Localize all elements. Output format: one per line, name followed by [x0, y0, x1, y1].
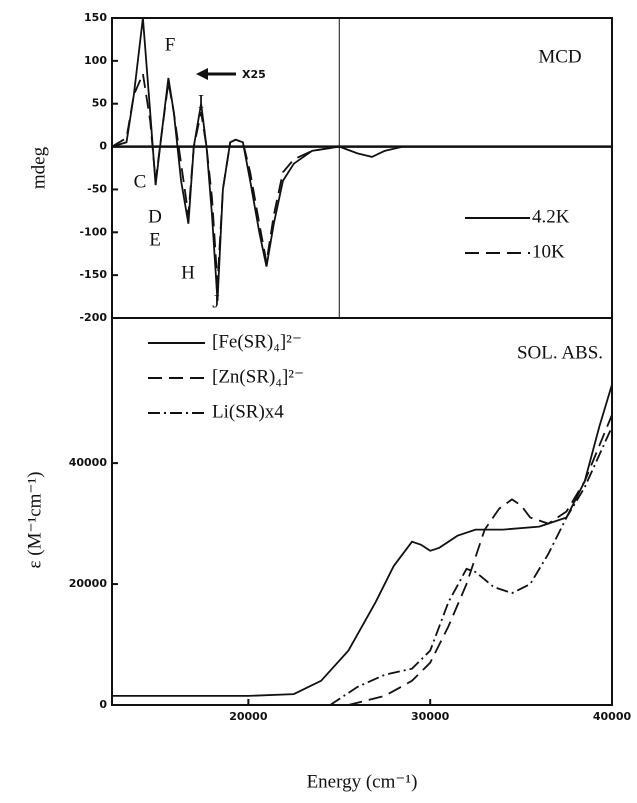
y-tick-label: 40000 — [69, 456, 108, 469]
arrow-head — [196, 68, 208, 80]
y-tick-label: 20000 — [69, 577, 108, 590]
annotation: D — [148, 206, 162, 227]
y-tick-label: -150 — [79, 268, 107, 281]
x-tick-label: 40000 — [593, 710, 632, 723]
x-axis-label: Energy (cm⁻¹) — [307, 771, 418, 792]
y-tick-label: -200 — [79, 311, 107, 324]
legend-label: [Zn(SR)₄]²⁻ — [212, 366, 304, 387]
annotation: SOL. ABS. — [517, 342, 603, 363]
y-tick-label: -100 — [79, 225, 107, 238]
y-tick-label: 0 — [99, 140, 107, 153]
series-line — [111, 70, 340, 284]
x-tick-label: 20000 — [229, 710, 268, 723]
y-tick-label: -50 — [87, 182, 107, 195]
series-line — [329, 426, 613, 706]
plot-frame — [111, 317, 613, 706]
annotation: I — [198, 91, 204, 112]
annotation: X25 — [242, 68, 266, 81]
annotation: H — [181, 262, 195, 283]
annotation: MCD — [538, 46, 581, 67]
y-tick-label: 0 — [99, 698, 107, 711]
legend-label: 10K — [532, 241, 565, 262]
annotation: E — [149, 229, 161, 250]
x-tick-label: 30000 — [411, 710, 450, 723]
annotation: F — [165, 34, 176, 55]
series-line — [112, 384, 613, 697]
legend-label: Li(SR)x4 — [212, 401, 284, 422]
legend-label: 4.2K — [532, 206, 570, 227]
y-axis-label: ε (M⁻¹cm⁻¹) — [24, 472, 45, 569]
annotation: J — [212, 291, 219, 312]
annotation: C — [134, 171, 147, 192]
legend-label: [Fe(SR)₄]²⁻ — [212, 331, 302, 352]
y-tick-label: 100 — [84, 54, 107, 67]
series-line — [348, 414, 613, 706]
y-tick-label: 50 — [92, 97, 108, 110]
y-tick-label: 150 — [84, 11, 107, 24]
y-axis-label: mdeg — [28, 146, 49, 189]
